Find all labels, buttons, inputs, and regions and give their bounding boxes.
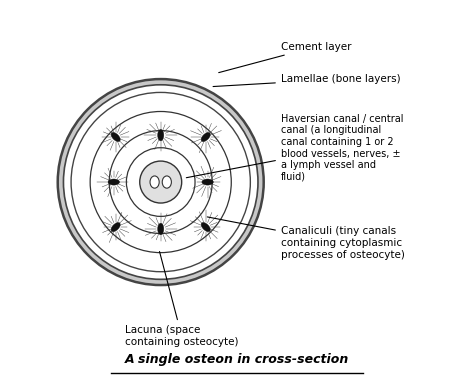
Text: Haversian canal / central
canal (a longitudinal
canal containing 1 or 2
blood ve: Haversian canal / central canal (a longi… [186,114,403,182]
Circle shape [140,161,182,203]
Ellipse shape [201,223,210,232]
Text: A single osteon in cross-section: A single osteon in cross-section [125,353,349,366]
Ellipse shape [162,176,172,188]
Text: Canaliculi (tiny canals
containing cytoplasmic
processes of osteocyte): Canaliculi (tiny canals containing cytop… [207,217,405,260]
Circle shape [64,85,258,279]
Ellipse shape [111,223,120,232]
Text: Lacuna (space
containing osteocyte): Lacuna (space containing osteocyte) [125,252,238,347]
Ellipse shape [150,176,159,188]
Text: Lamellae (bone layers): Lamellae (bone layers) [213,74,401,87]
Ellipse shape [202,179,213,185]
Ellipse shape [158,129,164,141]
Ellipse shape [111,132,120,142]
Ellipse shape [158,223,164,235]
Ellipse shape [201,132,210,142]
Ellipse shape [108,179,119,185]
Circle shape [58,79,264,285]
Circle shape [71,92,250,272]
Text: Cement layer: Cement layer [219,42,351,73]
